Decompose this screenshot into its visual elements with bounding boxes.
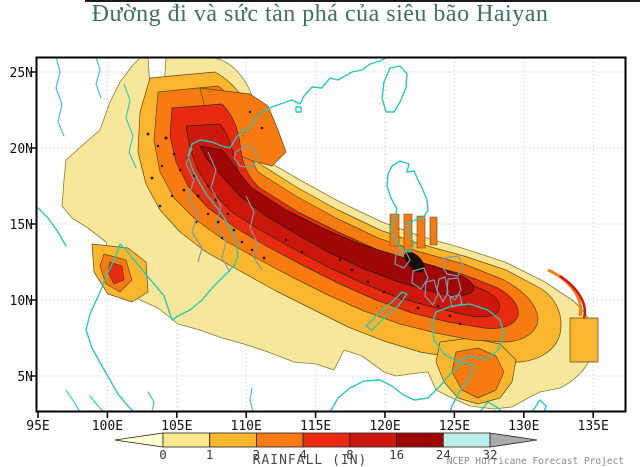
island-cebu (436, 276, 449, 303)
lon-label-130e: 130E (508, 419, 539, 434)
island-sulawesi-tip (531, 399, 547, 411)
colorbar-tick-2: 2 (253, 447, 261, 462)
coastlines (37, 58, 547, 411)
axis-ticks (30, 71, 594, 418)
island-bohol (449, 294, 463, 308)
island-luzon (386, 160, 429, 253)
map-frame (35, 56, 627, 413)
island-hainan (233, 145, 259, 169)
rain-patch-orange-mindanao (451, 347, 505, 399)
lon-label-135e: 135E (578, 419, 609, 434)
colorbar-tick-32: 32 (482, 447, 497, 462)
lon-label-115e: 115E (300, 419, 331, 434)
rain-max-blob (404, 251, 425, 273)
rain-sliver-red-east (559, 274, 587, 319)
map-plot-area (37, 58, 625, 411)
colorbar-tick-24: 24 (436, 447, 451, 462)
rainfall-colorbar: 0 1 2 4 8 16 24 32 RAINFALL (IN) NCEP Hu… (114, 432, 624, 467)
lon-label-95e: 95E (26, 419, 49, 434)
lon-label-100e: 100E (92, 419, 123, 434)
window-top-border (85, 0, 640, 2)
colorbar-seg-0-1 (162, 432, 211, 448)
colorbar-tick-4: 4 (299, 447, 307, 462)
island-mindanao (431, 303, 505, 363)
rain-sliver-orange-east (547, 268, 583, 317)
rivers (55, 58, 254, 411)
island-small (295, 106, 302, 113)
island-samar (441, 255, 464, 277)
lon-label-125e: 125E (439, 419, 470, 434)
lat-label-5n: 5N (17, 370, 33, 385)
colorbar-seg-8-16 (349, 432, 397, 448)
colorbar-title: RAINFALL (IN) (253, 453, 368, 467)
colorbar-seg-4-8 (302, 432, 351, 448)
island-borneo (329, 361, 475, 411)
colorbar-under-arrow (114, 432, 164, 448)
rain-patch-amber-east (569, 317, 599, 363)
colorbar-tick-1: 1 (206, 447, 214, 462)
island-panay (411, 267, 429, 290)
border-annam-coastal (245, 195, 263, 271)
colorbar-seg-16-24 (396, 432, 444, 448)
lon-label-105e: 105E (161, 419, 192, 434)
coastline-mainland-sea (85, 58, 388, 411)
colorbar-tick-8: 8 (346, 447, 354, 462)
island-negros (424, 279, 439, 306)
colorbar-over-arrow (489, 432, 538, 448)
island-mindoro (394, 251, 411, 269)
rain-stripes-luzon (389, 213, 438, 251)
y-axis-labels: 25N 20N 15N 10N 5N (10, 66, 33, 385)
colorbar-tick-labels: 0 1 2 4 8 16 24 32 (159, 447, 497, 462)
lon-label-110e: 110E (231, 419, 262, 434)
border-laos-annam (207, 151, 231, 273)
colorbar-swatches (114, 432, 538, 448)
lat-label-25n: 25N (10, 66, 33, 81)
inland-borders (185, 145, 464, 308)
border-vietnam-laos (185, 147, 203, 263)
lat-label-20n: 20N (10, 142, 33, 157)
colorbar-seg-1-2 (209, 432, 257, 448)
rain-band-8-16 (185, 123, 500, 318)
page-title: Đường đi và sức tàn phá của siêu bão Hai… (91, 1, 549, 27)
x-axis-labels: 95E 100E 105E 110E 115E 120E 125E 130E 1… (26, 419, 609, 434)
coastline-myanmar (37, 207, 67, 247)
colorbar-seg-24-32 (442, 432, 491, 448)
lat-label-10n: 10N (10, 294, 33, 309)
colorbar-seg-2-4 (255, 432, 304, 448)
lat-label-15n: 15N (10, 218, 33, 233)
colorbar-tick-16: 16 (389, 447, 404, 462)
colorbar-tick-0: 0 (159, 447, 167, 462)
island-borneo-east (479, 401, 502, 411)
lon-label-120e: 120E (369, 419, 400, 434)
island-palawan (365, 291, 408, 331)
island-taiwan (381, 65, 408, 113)
credit-text: NCEP Hurricane Forecast Project (447, 456, 624, 467)
